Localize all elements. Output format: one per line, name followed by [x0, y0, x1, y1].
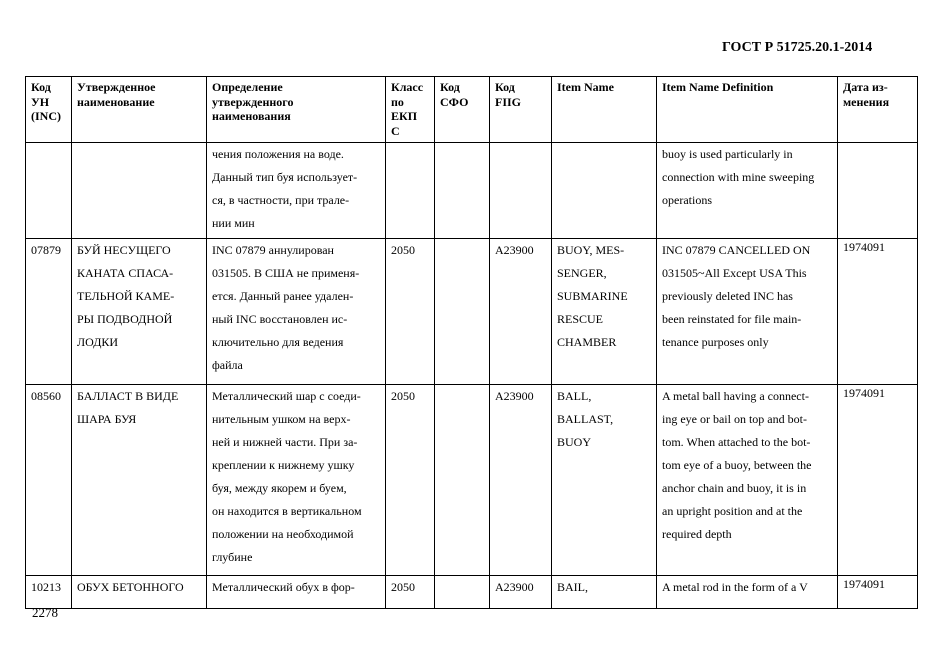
cell-inc: 10213 — [25, 575, 72, 609]
cell-date: 1974091 — [837, 575, 918, 609]
cell-approved-name: БАЛЛАСТ В ВИДЕ ШАРА БУЯ — [71, 384, 207, 576]
cell-approved-name — [71, 142, 207, 239]
cell-item-name: BAIL, — [551, 575, 657, 609]
col-header-definition: Определение утвержденного наименования — [206, 76, 386, 143]
cell-date: 1974091 — [837, 238, 918, 385]
col-header-fiig: Код FIIG — [489, 76, 552, 143]
cell-item-name — [551, 142, 657, 239]
cell-inc — [25, 142, 72, 239]
table-row: 07879 БУЙ НЕСУЩЕГО КАНАТА СПАСА- ТЕЛЬНОЙ … — [25, 238, 918, 385]
cell-sfo — [434, 142, 490, 239]
items-table: Код УН (INC) Утвержденное наименование О… — [25, 76, 918, 609]
col-header-date: Дата из- менения — [837, 76, 918, 143]
col-header-item-name: Item Name — [551, 76, 657, 143]
cell-sfo — [434, 384, 490, 576]
table-header-row: Код УН (INC) Утвержденное наименование О… — [25, 76, 918, 143]
cell-class — [385, 142, 435, 239]
page-number: 2278 — [32, 605, 58, 620]
cell-fiig: A23900 — [489, 238, 552, 385]
cell-definition: INC 07879 аннулирован 031505. В США не п… — [206, 238, 386, 385]
col-header-class: Класс по ЕКП С — [385, 76, 435, 143]
table-row: 08560 БАЛЛАСТ В ВИДЕ ШАРА БУЯ Металлически… — [25, 384, 918, 576]
cell-item-name: BALL, BALLAST, BUOY — [551, 384, 657, 576]
cell-class: 2050 — [385, 575, 435, 609]
col-header-sfo: Код СФО — [434, 76, 490, 143]
cell-fiig: A23900 — [489, 575, 552, 609]
cell-fiig: A23900 — [489, 384, 552, 576]
col-header-item-definition: Item Name Definition — [656, 76, 838, 143]
cell-item-name: BUOY, MES- SENGER, SUBMARINE RESCUE CHAM… — [551, 238, 657, 385]
cell-item-definition: A metal ball having a connect- ing eye o… — [656, 384, 838, 576]
cell-definition: Металлический обух в фор- — [206, 575, 386, 609]
cell-date — [837, 142, 918, 239]
table-row: чения положения на воде. Данный тип буя … — [25, 142, 918, 239]
cell-item-definition: INC 07879 CANCELLED ON 031505~All Except… — [656, 238, 838, 385]
cell-item-definition: buoy is used particularly in connection … — [656, 142, 838, 239]
cell-inc: 07879 — [25, 238, 72, 385]
table-row: 10213 ОБУХ БЕТОННОГО Металлический обух в … — [25, 575, 918, 609]
cell-definition: чения положения на воде. Данный тип буя … — [206, 142, 386, 239]
cell-item-definition: A metal rod in the form of a V — [656, 575, 838, 609]
cell-definition: Металлический шар с соеди- нительным ушк… — [206, 384, 386, 576]
cell-sfo — [434, 238, 490, 385]
document-title: ГОСТ Р 51725.20.1-2014 — [722, 40, 873, 55]
cell-date: 1974091 — [837, 384, 918, 576]
col-header-approved-name: Утвержденное наименование — [71, 76, 207, 143]
cell-approved-name: БУЙ НЕСУЩЕГО КАНАТА СПАСА- ТЕЛЬНОЙ КАМЕ-… — [71, 238, 207, 385]
col-header-inc: Код УН (INC) — [25, 76, 72, 143]
cell-sfo — [434, 575, 490, 609]
cell-class: 2050 — [385, 238, 435, 385]
cell-class: 2050 — [385, 384, 435, 576]
cell-inc: 08560 — [25, 384, 72, 576]
cell-fiig — [489, 142, 552, 239]
cell-approved-name: ОБУХ БЕТОННОГО — [71, 575, 207, 609]
